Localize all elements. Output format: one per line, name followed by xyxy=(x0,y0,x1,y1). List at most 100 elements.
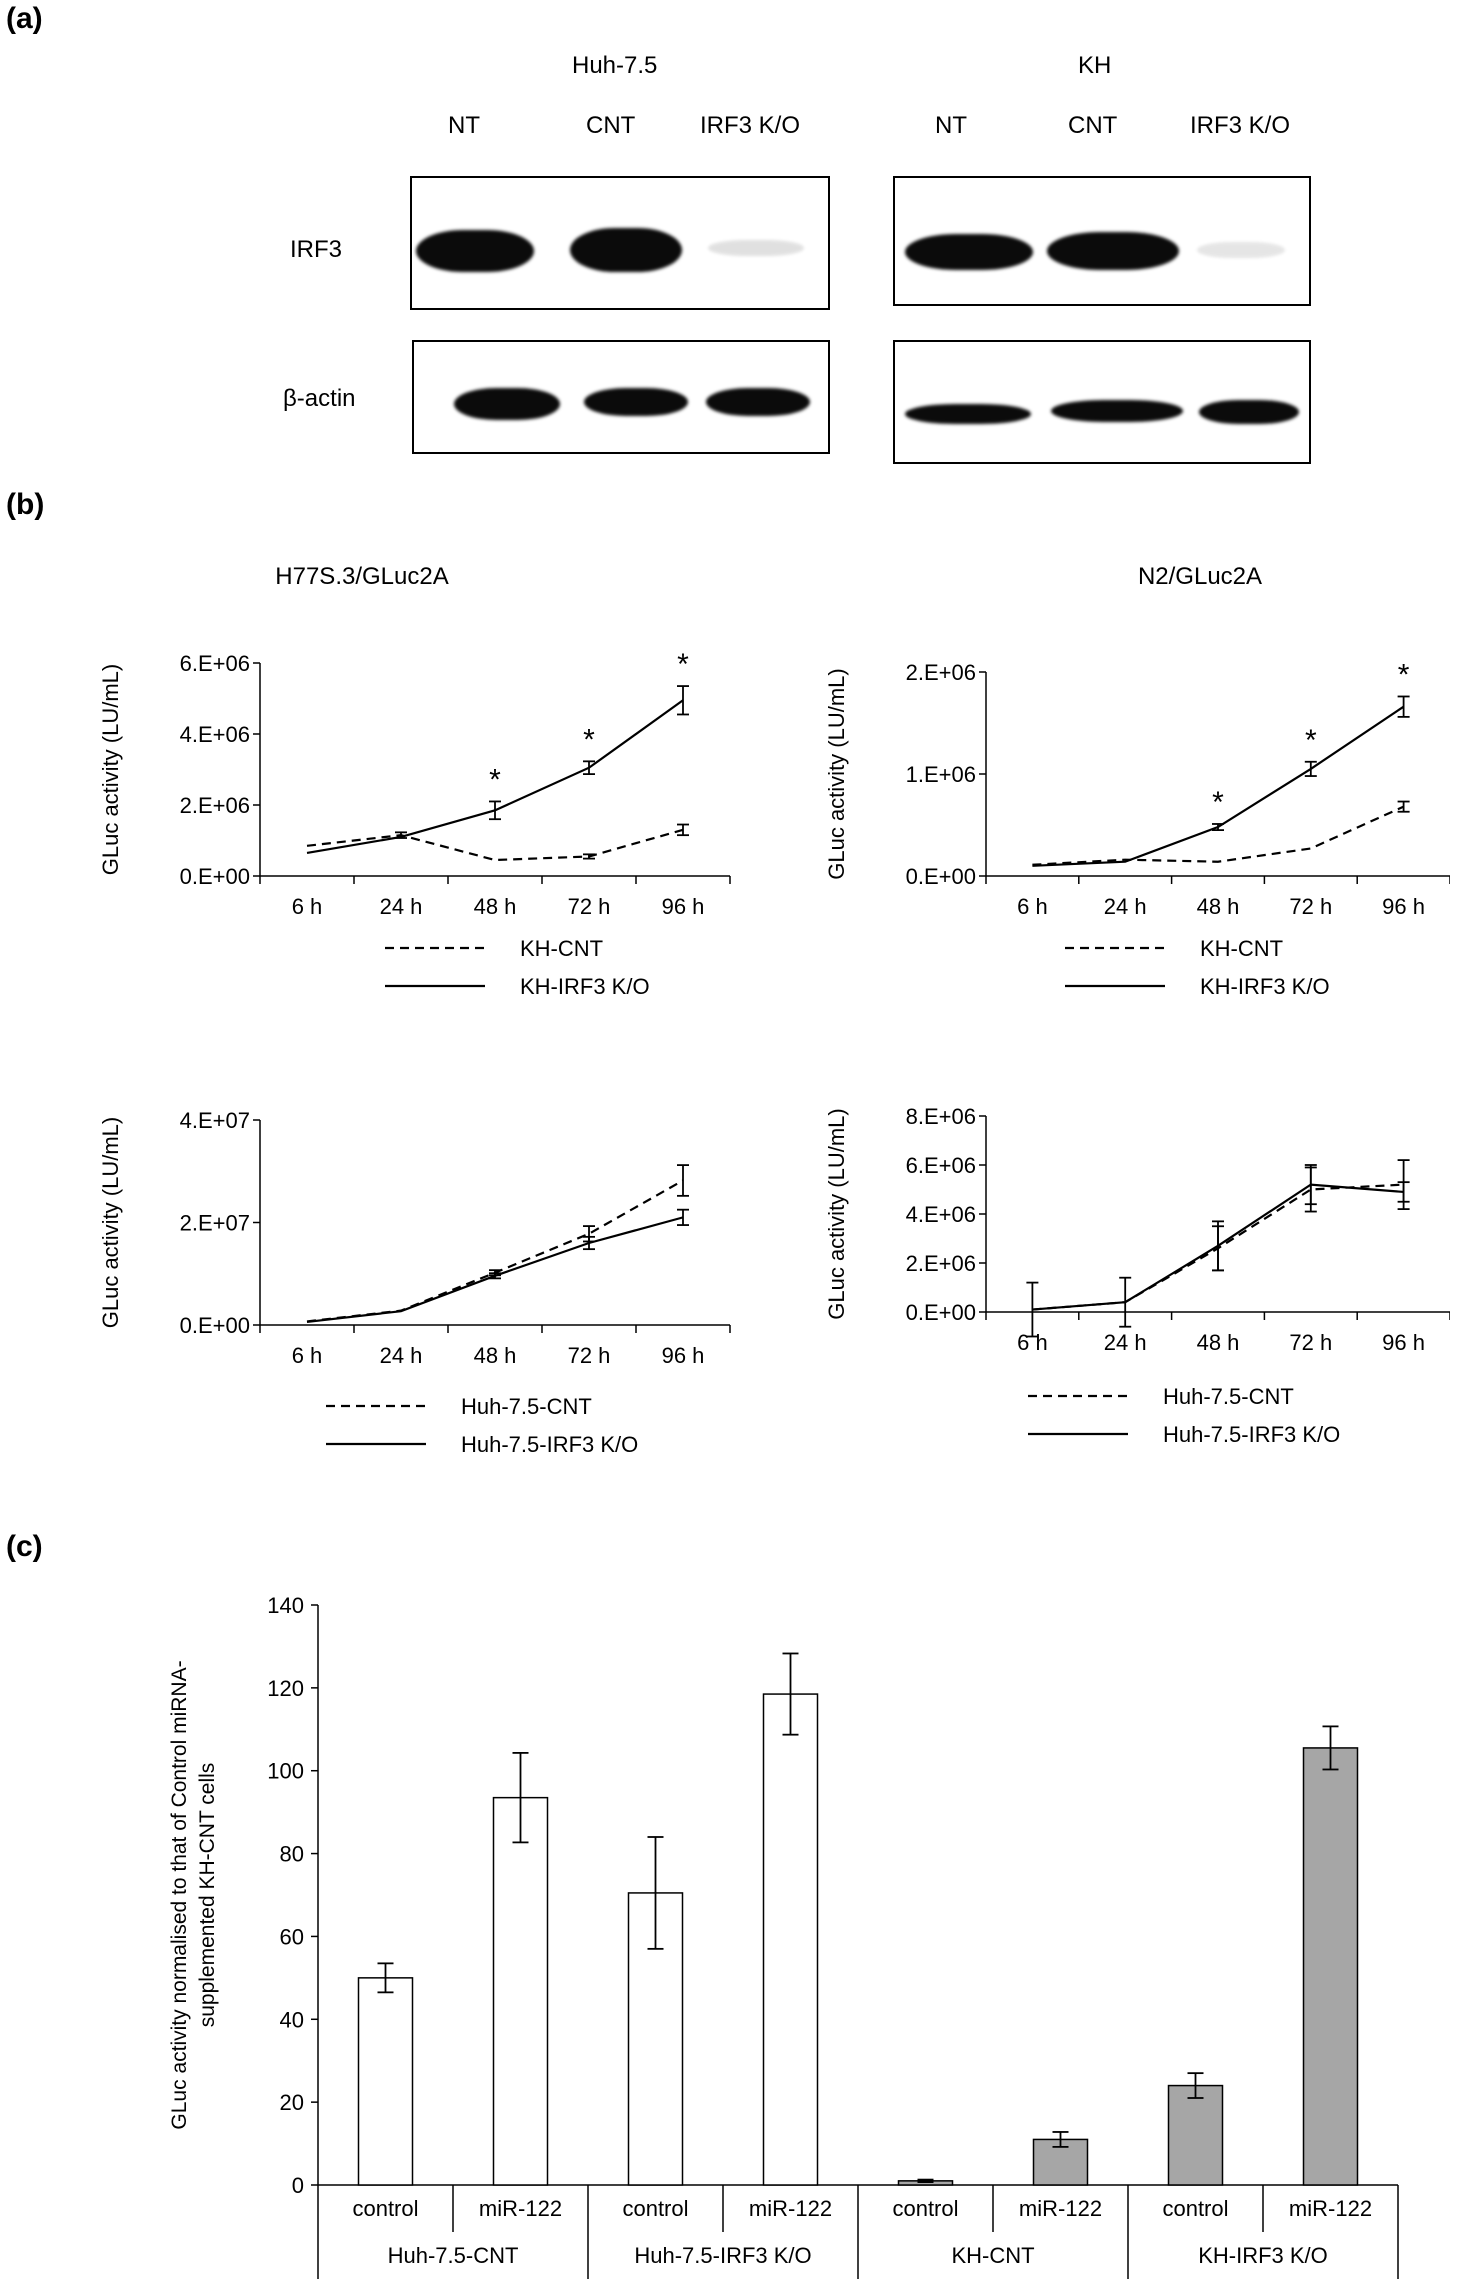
legend-label: KH-CNT xyxy=(1200,936,1283,961)
bar xyxy=(762,1693,819,2186)
blot-huh-actin xyxy=(412,340,830,454)
x-tick-label: 96 h xyxy=(662,1343,705,1368)
y-axis-label: GLuc activity normalised to that of Cont… xyxy=(168,1660,191,2129)
bar xyxy=(1302,1747,1359,2186)
x-tick-label: control xyxy=(1162,2196,1228,2221)
y-tick-label: 4.E+06 xyxy=(906,1202,976,1227)
y-axis-label: GLuc activity (LU/mL) xyxy=(824,668,849,880)
x-tick-label: 24 h xyxy=(380,1343,423,1368)
x-tick-label: 96 h xyxy=(1382,1330,1425,1355)
group-label: Huh-7.5-CNT xyxy=(388,2243,519,2268)
legend-label: Huh-7.5-CNT xyxy=(1163,1384,1294,1409)
blot-kh-actin xyxy=(893,340,1311,464)
x-tick-label: 48 h xyxy=(1197,1330,1240,1355)
bar xyxy=(357,1977,414,2186)
y-axis-label: supplemented KH-CNT cells xyxy=(196,1763,219,2028)
x-tick-label: miR-122 xyxy=(479,2196,562,2221)
lane-label-kh-cnt: CNT xyxy=(1068,112,1118,139)
y-tick-label: 0 xyxy=(292,2173,304,2198)
y-tick-label: 2.E+06 xyxy=(180,793,250,818)
group-label: KH-CNT xyxy=(951,2243,1034,2268)
band xyxy=(1197,242,1285,258)
band xyxy=(1047,232,1179,270)
chart-b3: 0.E+00 2.E+07 4.E+07 6 h 24 h 48 h 72 h 96 h GLu… xyxy=(98,1108,731,1457)
blot-huh-irf3 xyxy=(410,176,830,310)
x-tick-label: 96 h xyxy=(1382,894,1425,919)
row-label-beta-actin: β-actin xyxy=(283,385,356,412)
group-label: KH-IRF3 K/O xyxy=(1198,2243,1328,2268)
legend-label: KH-IRF3 K/O xyxy=(1200,974,1330,999)
lane-label-huh-irf3ko: IRF3 K/O xyxy=(700,112,801,139)
x-tick-label: 96 h xyxy=(662,894,705,919)
x-tick-label: miR-122 xyxy=(1289,2196,1372,2221)
legend-label: Huh-7.5-IRF3 K/O xyxy=(461,1432,638,1457)
x-tick-label: 24 h xyxy=(380,894,423,919)
bar xyxy=(492,1796,549,2186)
legend-label: KH-CNT xyxy=(520,936,603,961)
x-tick-label: control xyxy=(352,2196,418,2221)
panel-a-tag: (a) xyxy=(6,2,43,35)
x-tick-label: 48 h xyxy=(474,894,517,919)
band xyxy=(905,234,1033,270)
x-tick-label: 72 h xyxy=(568,894,611,919)
y-tick-label: 100 xyxy=(267,1759,304,1784)
x-tick-label: miR-122 xyxy=(1019,2196,1102,2221)
blot-kh-irf3 xyxy=(893,176,1311,306)
series-line-dashed xyxy=(1032,805,1405,866)
x-tick-label: 72 h xyxy=(568,1343,611,1368)
band xyxy=(905,404,1031,424)
y-tick-label: 2.E+07 xyxy=(180,1211,250,1236)
lane-label-huh-nt: NT xyxy=(448,112,480,139)
group-label-kh: KH xyxy=(1078,52,1112,79)
x-tick-label: 48 h xyxy=(474,1343,517,1368)
y-tick-label: 4.E+07 xyxy=(180,1108,250,1133)
legend-label: Huh-7.5-IRF3 K/O xyxy=(1163,1422,1340,1447)
lane-label-kh-nt: NT xyxy=(935,112,967,139)
series-line-dashed xyxy=(306,828,684,862)
band xyxy=(584,388,688,416)
legend-label: Huh-7.5-CNT xyxy=(461,1394,592,1419)
chart-title: N2/GLuc2A xyxy=(1138,563,1262,590)
x-tick-label: 6 h xyxy=(1017,894,1048,919)
x-tick-label: 72 h xyxy=(1289,1330,1332,1355)
x-tick-label: 48 h xyxy=(1197,894,1240,919)
y-tick-label: 2.E+06 xyxy=(906,1251,976,1276)
y-tick-label: 20 xyxy=(280,2090,304,2115)
x-tick-label: 6 h xyxy=(292,894,323,919)
y-tick-label: 6.E+06 xyxy=(180,651,250,676)
y-tick-label: 1.E+06 xyxy=(906,762,976,787)
x-tick-label: miR-122 xyxy=(749,2196,832,2221)
significance-star: * xyxy=(489,763,501,796)
significance-star: * xyxy=(1398,658,1410,691)
y-tick-label: 6.E+06 xyxy=(906,1153,976,1178)
band xyxy=(1051,400,1183,422)
y-tick-label: 4.E+06 xyxy=(180,722,250,747)
y-axis-label: GLuc activity (LU/mL) xyxy=(824,1108,849,1320)
band xyxy=(570,228,682,272)
y-tick-label: 120 xyxy=(267,1676,304,1701)
significance-star: * xyxy=(583,723,595,756)
y-tick-label: 40 xyxy=(280,2007,304,2032)
chart-b1: H77S.3/GLuc2A 0.E+00 2.E+06 4.E+06 6.E+06 6 h… xyxy=(98,563,731,999)
band xyxy=(1199,400,1299,424)
y-tick-label: 0.E+00 xyxy=(906,864,976,889)
y-tick-label: 0.E+00 xyxy=(180,864,250,889)
group-label-huh75: Huh-7.5 xyxy=(572,52,658,79)
x-tick-label: 6 h xyxy=(292,1343,323,1368)
y-tick-label: 0.E+00 xyxy=(180,1313,250,1338)
x-tick-label: control xyxy=(892,2196,958,2221)
y-axis-label: GLuc activity (LU/mL) xyxy=(98,1117,123,1329)
row-label-irf3: IRF3 xyxy=(290,236,343,263)
panel-c-tag: (c) xyxy=(6,1530,43,1563)
band xyxy=(706,388,810,416)
x-tick-label: 72 h xyxy=(1289,894,1332,919)
legend-label: KH-IRF3 K/O xyxy=(520,974,650,999)
chart-b2: N2/GLuc2A 0.E+00 1.E+06 2.E+06 6 h 24 h 48 h 72… xyxy=(824,563,1450,999)
y-tick-label: 140 xyxy=(267,1593,304,1618)
significance-star: * xyxy=(677,648,689,681)
panel-b-tag: (b) xyxy=(6,488,45,521)
y-tick-label: 8.E+06 xyxy=(906,1104,976,1129)
x-tick-label: 24 h xyxy=(1104,1330,1147,1355)
series-line-dashed xyxy=(306,1179,684,1323)
significance-star: * xyxy=(1305,724,1317,757)
